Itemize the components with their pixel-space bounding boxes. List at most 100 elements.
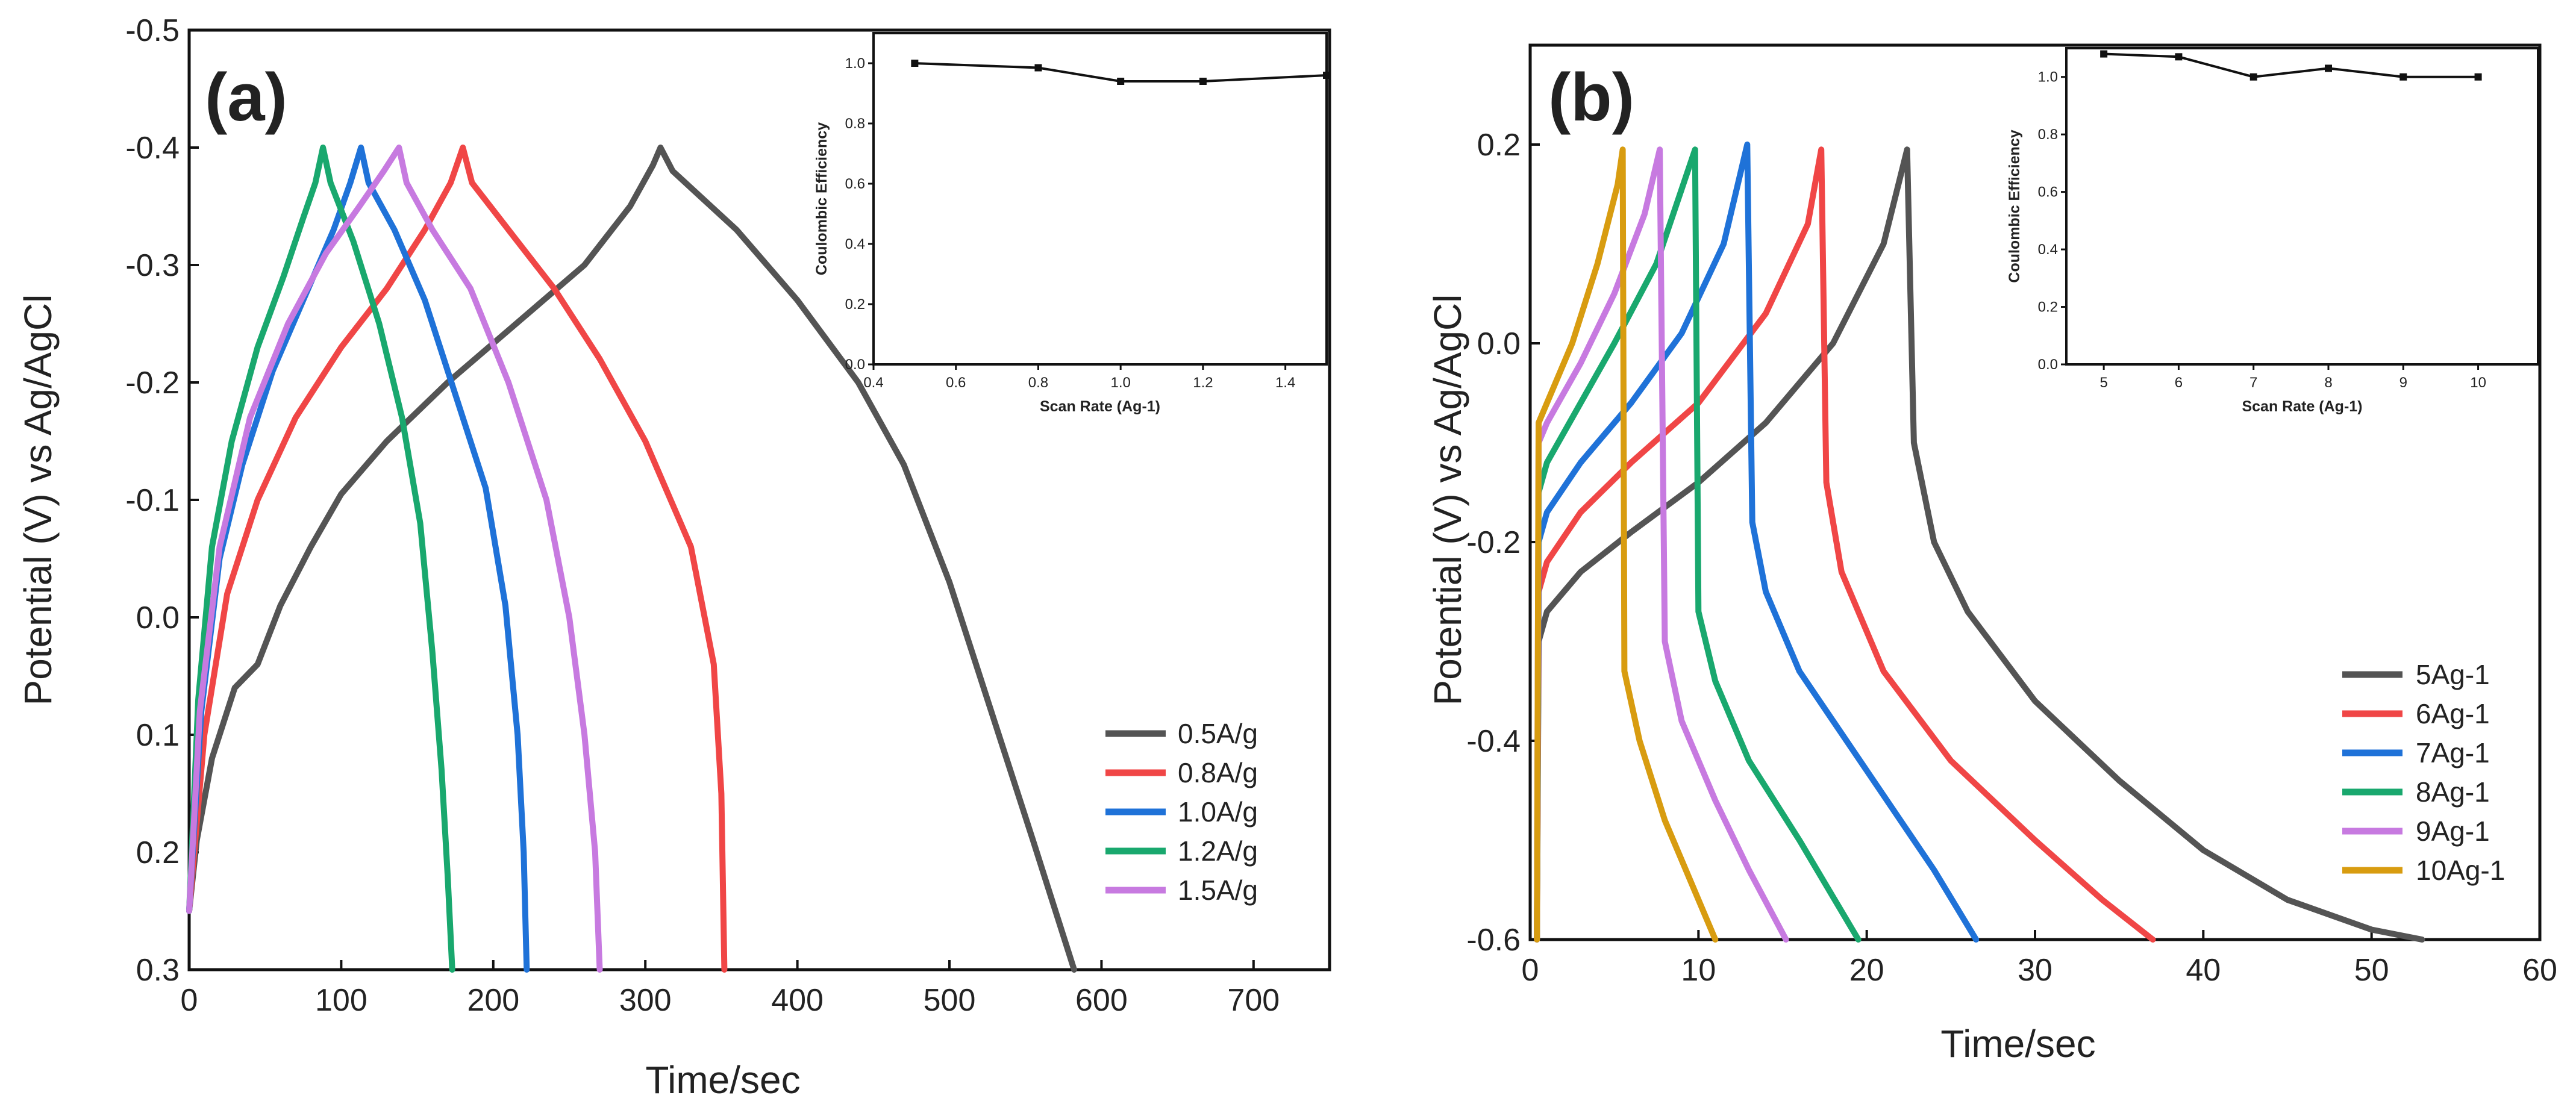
panel-b-series-10ag-1	[1534, 146, 1719, 943]
panel-a-series-1-2a-g	[186, 145, 455, 973]
panel-b-y-axis-title: Potential (V) vs Ag/AgCl	[1426, 295, 1469, 706]
panel-a-inset-y-tick-label: 1.0	[845, 55, 865, 72]
panel-a-series-0-8a-g	[186, 145, 728, 973]
panel-a-inset-x-tick-label: 1.0	[1110, 375, 1130, 391]
panel-b-inset-point	[2474, 73, 2482, 81]
panel-a-inset: 0.4 0.6 0.8 1.0 1.2 1.4 0.0 0.2 0.4 0.6 0.8 1.0 Scan…	[813, 32, 1330, 415]
panel-a-y-tick-label: 0.0	[136, 600, 180, 635]
panel-a-inset-point	[1323, 72, 1330, 79]
panel-a-y-tick-label: -0.4	[125, 131, 180, 166]
panel-a-inset-y-tick-label: 0.6	[845, 176, 865, 192]
panel-b-inset-y-tick-label: 1.0	[2038, 69, 2058, 86]
panel-b-inset-point	[2249, 73, 2257, 81]
panel-b-x-tick-label: 40	[2186, 953, 2221, 988]
panel-b-y-tick-label: 0.2	[1477, 128, 1521, 163]
panel-b-inset-y-tick-label: 0.8	[2038, 126, 2058, 143]
panel-b-x-tick-label: 30	[2018, 953, 2052, 988]
panel-a-x-tick-label: 100	[315, 983, 367, 1018]
panel-b-legend-label: 10Ag-1	[2416, 855, 2505, 886]
panel-a-x-tick-label: 600	[1075, 983, 1128, 1018]
panel-a-series-1-5a-g	[186, 145, 603, 973]
panel-a-inset-point	[911, 60, 919, 67]
panel-a-inset-y-title: Coulombic Efficiency	[813, 122, 830, 275]
panel-b-inset-frame	[2065, 47, 2539, 366]
panel-a-x-tick-label: 0	[181, 983, 198, 1018]
panel-a-x-tick-label: 200	[467, 983, 519, 1018]
panel-b-inset: 5 6 7 8 9 10 0.0 0.2 0.4 0.6 0.8 1.0 Scan Rate (Ag-1…	[2006, 47, 2539, 415]
panel-b-inset-y-title: Coulombic Efficiency	[2006, 129, 2023, 282]
panel-a-inset-y-tick-label: 0.4	[845, 236, 865, 252]
panel-b-inset-point	[2175, 53, 2183, 61]
panel-a-x-tick-label: 300	[619, 983, 672, 1018]
panel-b-inset-x-tick-label: 8	[2324, 375, 2332, 391]
panel-a-legend-label: 0.5A/g	[1178, 718, 1258, 749]
panel-b-series-8ag-1	[1534, 146, 1862, 943]
panel-a-inset-x-tick-label: 0.8	[1028, 375, 1048, 391]
panel-b-inset-x-tick-label: 6	[2175, 375, 2183, 391]
panel-b-inset-point	[2399, 73, 2407, 81]
panel-a-inset-point	[1117, 78, 1125, 85]
panel-b-series-9ag-1	[1534, 146, 1789, 943]
panel-b-inset-x-title: Scan Rate (Ag-1)	[2242, 398, 2362, 415]
panel-a-inset-x-tick-label: 0.6	[946, 375, 966, 391]
panel-b-series-7ag-1	[1534, 142, 1980, 943]
panel-b-x-tick-label: 20	[1849, 953, 1884, 988]
panel-b-inset-x-tick-label: 7	[2249, 375, 2257, 391]
panel-b-inset-line	[2104, 52, 2478, 78]
panel-b-series-6ag-1	[1534, 146, 2156, 943]
panel-a-x-tick-label: 500	[924, 983, 976, 1018]
panel-a-y-tick-label: -0.1	[125, 483, 180, 518]
panel-a-legend-label: 1.0A/g	[1178, 796, 1258, 828]
panel-a-inset-y-tick-label: 0.8	[845, 116, 865, 132]
panel-a-inset-point	[1199, 78, 1207, 85]
panel-a-y-tick-label: 0.2	[136, 835, 180, 870]
panel-b-inset-point	[2100, 50, 2108, 58]
panel-b-y-tick-label: -0.4	[1466, 724, 1521, 759]
panel-b-legend-label: 8Ag-1	[2416, 776, 2490, 808]
panel-b-x-tick-label: 0	[1522, 953, 1539, 988]
panel-a-x-tick-label: 700	[1227, 983, 1280, 1018]
panel-a-inset-x-tick-label: 0.4	[863, 375, 883, 391]
panel-b-inset-y-tick-label: 0.0	[2038, 357, 2058, 373]
panel-b-inset-y-tick-label: 0.2	[2038, 299, 2058, 316]
panel-b-x-tick-label: 10	[1681, 953, 1716, 988]
panel-a: 0 100 200 300 400 500 600 700 -0.5 -0.4 -0.3 -0.2 -0…	[16, 13, 1331, 1102]
panel-a-inset-y-tick-label: 0.2	[845, 296, 865, 313]
panel-a-label: (a)	[205, 60, 287, 135]
panel-b-legend-label: 6Ag-1	[2416, 698, 2490, 729]
panel-a-y-axis-title: Potential (V) vs Ag/AgCl	[16, 295, 60, 706]
panel-a-inset-point	[1034, 64, 1042, 72]
panel-b: 0 10 20 30 40 50 60 -0.6 -0.4 -0.2 0.0 0.2 Time/sec P…	[1426, 43, 2557, 1065]
panel-b-legend-label: 7Ag-1	[2416, 737, 2490, 769]
panel-a-legend-label: 1.5A/g	[1178, 875, 1258, 906]
panel-a-legend-label: 0.8A/g	[1178, 757, 1258, 788]
panel-a-y-tick-label: 0.3	[136, 953, 180, 988]
panel-b-legend-label: 9Ag-1	[2416, 815, 2490, 847]
panel-a-inset-x-tick-label: 1.4	[1275, 375, 1295, 391]
panel-b-series-5ag-1	[1534, 146, 2425, 943]
panel-b-x-axis-title: Time/sec	[1940, 1022, 2095, 1065]
panel-b-inset-x-tick-label: 5	[2099, 375, 2107, 391]
panel-b-inset-x-tick-label: 10	[2470, 375, 2486, 391]
panel-b-y-tick-label: -0.2	[1466, 525, 1521, 560]
panel-b-label: (b)	[1548, 60, 1634, 135]
panel-b-x-tick-label: 50	[2354, 953, 2389, 988]
panel-a-y-tick-label: -0.5	[125, 13, 180, 48]
panel-a-y-tick-label: -0.2	[125, 366, 180, 401]
panel-a-x-axis-title: Time/sec	[645, 1058, 800, 1102]
panel-a-legend-label: 1.2A/g	[1178, 835, 1258, 867]
panel-a-series-0-5a-g	[186, 145, 1077, 973]
panel-b-inset-point	[2325, 64, 2332, 72]
panel-b-inset-y-tick-label: 0.6	[2038, 184, 2058, 201]
panel-a-y-tick-label: -0.3	[125, 248, 180, 283]
panel-a-y-tick-label: 0.1	[136, 718, 180, 753]
panel-a-x-tick-label: 400	[771, 983, 824, 1018]
panel-a-inset-x-title: Scan Rate (Ag-1)	[1040, 398, 1160, 415]
panel-a-series-1-0a-g	[186, 145, 530, 973]
panel-a-inset-y-tick-label: 0.0	[845, 357, 865, 373]
panel-a-inset-frame	[872, 32, 1328, 366]
panel-b-y-tick-label: 0.0	[1477, 326, 1521, 361]
panel-a-inset-x-tick-label: 1.2	[1193, 375, 1213, 391]
panel-b-inset-x-tick-label: 9	[2399, 375, 2407, 391]
